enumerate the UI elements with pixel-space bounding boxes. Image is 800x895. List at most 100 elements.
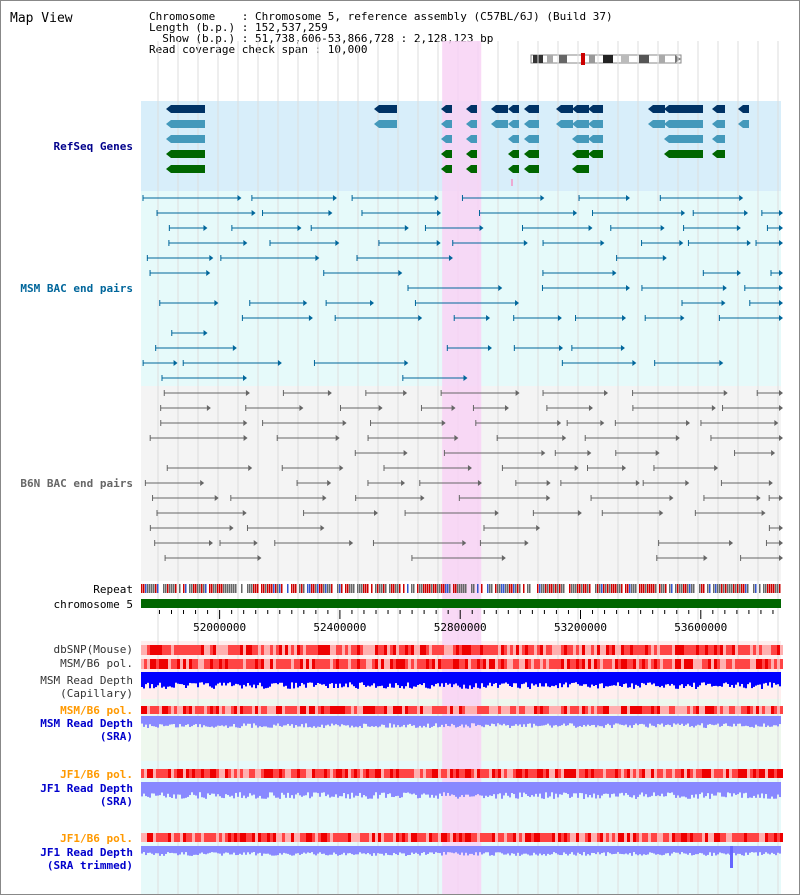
- msm-bac-end-arrow: [303, 300, 308, 306]
- msm-b6-pol-density: [396, 659, 399, 669]
- msm-capillary-depth-bar: [389, 672, 391, 684]
- b6n-bac-end-arrow: [774, 420, 779, 426]
- dbsnp-density: [729, 645, 732, 655]
- msm-sra-depth-bar: [477, 716, 479, 725]
- jf1-b6-pol-trimmed-density: [657, 833, 660, 842]
- msm-sra-depth-bar: [369, 716, 371, 727]
- jf1-b6-pol-trimmed-density: [396, 833, 399, 842]
- dbsnp-density: [348, 645, 351, 655]
- msm-capillary-depth-bar: [715, 672, 717, 686]
- msm-b6-pol-sra-density: [693, 706, 696, 714]
- jf1-b6-pol-density: [261, 769, 264, 778]
- jf1-trimmed-depth-bar: [721, 846, 723, 854]
- jf1-b6-pol-density: [285, 769, 288, 778]
- dbsnp-density: [369, 645, 372, 655]
- msm-capillary-depth-bar: [205, 672, 207, 684]
- jf1-trimmed-depth-bar: [759, 846, 761, 853]
- msm-b6-pol-sra-density: [144, 706, 147, 714]
- repeat-element: [685, 584, 687, 593]
- msm-b6-pol-sra-density: [540, 706, 543, 714]
- msm-b6-pol-density: [249, 659, 252, 669]
- dbsnp-density: [372, 645, 375, 655]
- jf1-trimmed-depth-bar: [619, 846, 621, 854]
- msm-b6-pol-sra-density: [255, 706, 258, 714]
- jf1-trimmed-depth-bar: [293, 846, 295, 856]
- jf1-sra-depth-bar: [465, 782, 467, 795]
- jf1-b6-pol-density: [651, 769, 654, 778]
- msm-b6-pol-sra-density: [261, 706, 264, 714]
- gene-strand-arrow: [664, 135, 669, 143]
- jf1-trimmed-depth-bar: [221, 846, 223, 856]
- msm-b6-pol-density: [780, 659, 783, 669]
- b6n-bac-end-arrow: [541, 450, 546, 456]
- dbsnp-density: [510, 645, 513, 655]
- gene-exon: [529, 150, 539, 158]
- msm-capillary-depth-bar: [375, 672, 377, 688]
- msm-b6-pol-density: [477, 659, 480, 669]
- msm-b6-pol-density: [561, 659, 564, 669]
- repeat-element: [391, 584, 393, 593]
- gene-exon: [471, 120, 477, 128]
- msm-b6-pol-sra-density: [486, 706, 489, 714]
- msm-capillary-depth-bar: [429, 672, 431, 689]
- msm-sra-depth-bar: [157, 716, 159, 728]
- b6n-bac-end-arrow: [675, 435, 680, 441]
- repeat-element: [397, 584, 399, 593]
- jf1-b6-pol-trimmed-density: [312, 833, 315, 842]
- jf1-b6-pol-density: [615, 769, 618, 778]
- jf1-trimmed-depth-bar: [743, 846, 745, 856]
- jf1-trimmed-depth-bar: [379, 846, 381, 854]
- repeat-element: [313, 584, 315, 593]
- dbsnp-density: [192, 645, 195, 655]
- jf1-trimmed-depth-spike: [730, 846, 733, 868]
- jf1-sra-depth-bar: [199, 782, 201, 793]
- msm-b6-pol-sra-density: [531, 706, 534, 714]
- gene-strand-arrow: [664, 120, 669, 128]
- gene-strand-arrow: [524, 150, 529, 158]
- msm-sra-depth-bar: [529, 716, 531, 724]
- msm-b6-pol-sra-density: [372, 706, 375, 714]
- msm-capillary-depth-bar: [625, 672, 627, 684]
- msm-sra-depth-bar: [287, 716, 289, 724]
- jf1-trimmed-depth-bar: [323, 846, 325, 854]
- gene-exon: [561, 105, 573, 113]
- msm-sra-depth-bar: [357, 716, 359, 728]
- jf1-sra-depth-bar: [309, 782, 311, 799]
- msm-capillary-depth-bar: [325, 672, 327, 686]
- repeat-element: [189, 584, 191, 593]
- msm-sra-depth-bar: [351, 716, 353, 726]
- jf1-b6-pol-trimmed-density: [618, 833, 621, 842]
- jf1-trimmed-depth-bar: [273, 846, 275, 856]
- repeat-element: [477, 584, 479, 593]
- msm-sra-depth-bar: [715, 716, 717, 725]
- msm-bac-end-arrow: [436, 240, 441, 246]
- msm-capillary-depth-bar: [585, 672, 587, 685]
- msm-b6-pol-sra-density: [666, 706, 669, 714]
- jf1-b6-pol-trimmed-density: [681, 833, 684, 842]
- gene-strand-arrow: [524, 120, 529, 128]
- repeat-element: [371, 584, 373, 593]
- msm-bac-end-arrow: [404, 360, 409, 366]
- jf1-b6-pol-trimmed-density: [324, 833, 327, 842]
- repeat-element: [255, 584, 257, 593]
- jf1-b6-pol-trimmed-density: [273, 833, 276, 842]
- msm-b6-pol-density: [618, 659, 621, 669]
- msm-sra-depth-bar: [757, 716, 759, 727]
- jf1-sra-depth-bar: [487, 782, 489, 797]
- msm-capillary-depth-bar: [737, 672, 739, 683]
- jf1-b6-pol-density: [405, 769, 408, 778]
- jf1-sra-depth-bar: [437, 782, 439, 799]
- jf1-sra-depth-bar: [705, 782, 707, 797]
- jf1-b6-pol-trimmed-density: [399, 833, 402, 842]
- jf1-b6-pol-density: [684, 769, 687, 778]
- jf1-trimmed-depth-bar: [349, 846, 351, 854]
- msm-b6-pol-sra-density: [615, 706, 618, 714]
- jf1-trimmed-depth-bar: [665, 846, 667, 854]
- dbsnp-density: [615, 645, 618, 655]
- jf1-sra-depth-bar: [707, 782, 709, 794]
- msm-sra-depth-bar: [145, 716, 147, 725]
- msm-sra-depth-bar: [691, 716, 693, 727]
- msm-sra-depth-bar: [633, 716, 635, 725]
- jf1-sra-depth-bar: [191, 782, 193, 793]
